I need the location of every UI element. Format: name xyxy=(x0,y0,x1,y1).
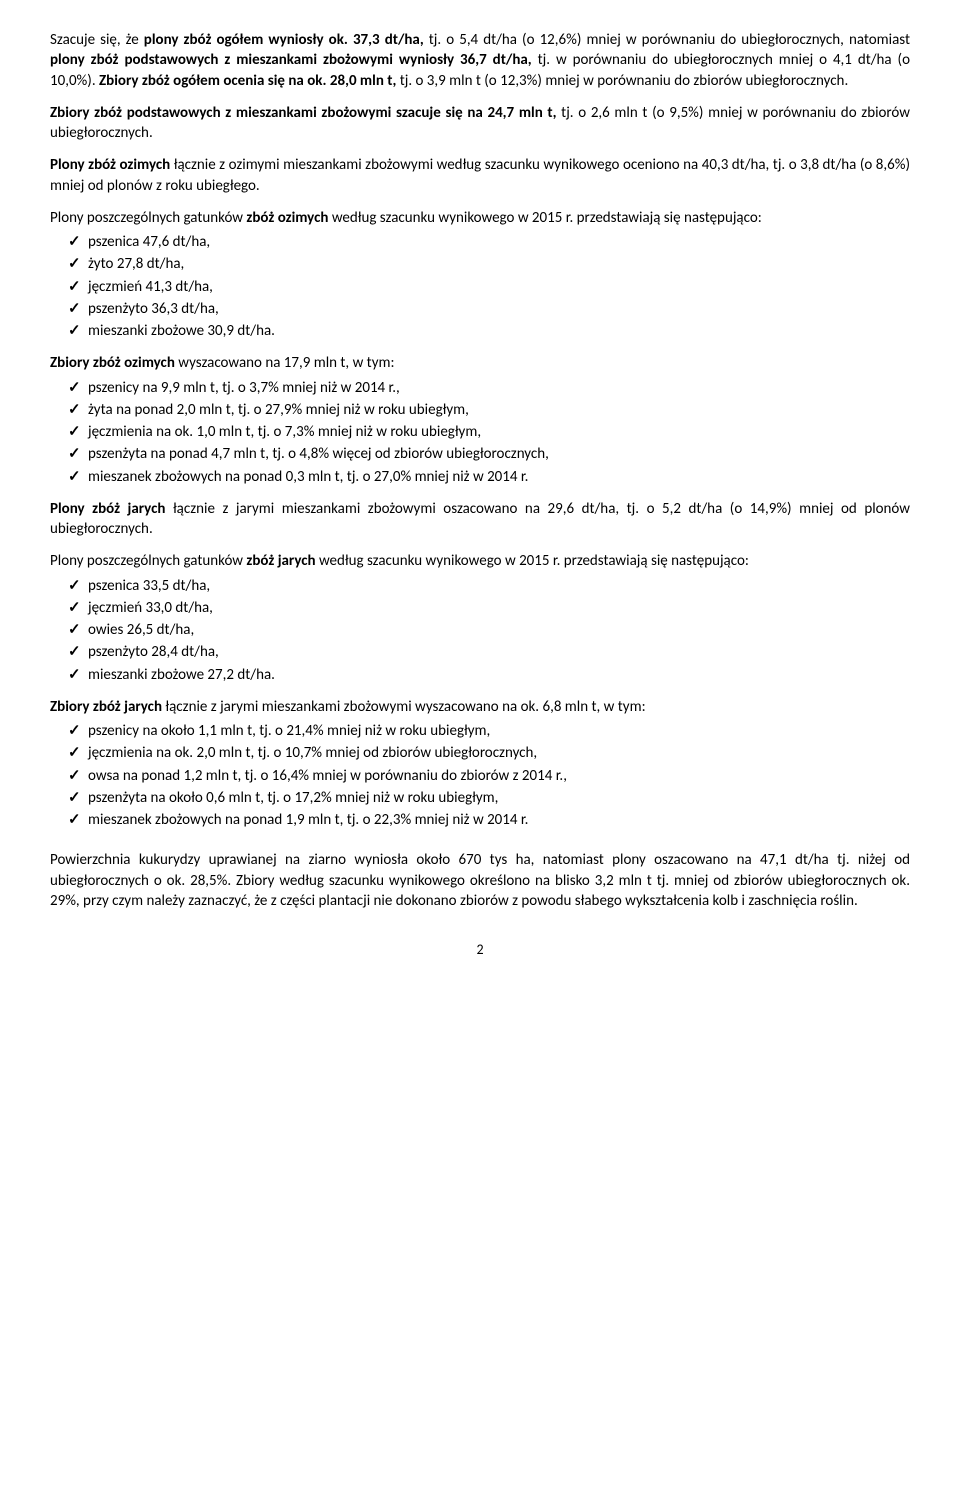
paragraph-6: Plony zbóż jarych łącznie z jarymi miesz… xyxy=(50,499,910,540)
page-number: 2 xyxy=(50,941,910,960)
list-item: pszenżyta na ponad 4,7 mln t, tj. o 4,8%… xyxy=(68,444,910,464)
list-item: pszenżyta na około 0,6 mln t, tj. o 17,2… xyxy=(68,788,910,808)
list-ozime-plony: pszenica 47,6 dt/ha, żyto 27,8 dt/ha, ję… xyxy=(50,232,910,341)
text: łącznie z ozimymi mieszankami zbożowymi … xyxy=(50,156,910,194)
paragraph-3: Plony zbóż ozimych łącznie z ozimymi mie… xyxy=(50,155,910,196)
paragraph-2: Zbiory zbóż podstawowych z mieszankami z… xyxy=(50,103,910,144)
list-item: mieszanek zbożowych na ponad 1,9 mln t, … xyxy=(68,810,910,830)
paragraph-7: Plony poszczególnych gatunków zbóż jaryc… xyxy=(50,551,910,571)
list-item: jęczmień 41,3 dt/ha, xyxy=(68,277,910,297)
bold-text: plony zbóż podstawowych z mieszankami zb… xyxy=(50,51,532,69)
text: łącznie z jarymi mieszankami zbożowymi w… xyxy=(162,698,646,716)
list-jare-plony: pszenica 33,5 dt/ha, jęczmień 33,0 dt/ha… xyxy=(50,576,910,685)
list-item: pszenżyto 36,3 dt/ha, xyxy=(68,299,910,319)
text: według szacunku wynikowego w 2015 r. prz… xyxy=(316,552,749,570)
list-item: mieszanki zbożowe 30,9 dt/ha. xyxy=(68,321,910,341)
list-item: jęczmień 33,0 dt/ha, xyxy=(68,598,910,618)
list-item: pszenżyto 28,4 dt/ha, xyxy=(68,642,910,662)
list-jare-zbiory: pszenicy na około 1,1 mln t, tj. o 21,4%… xyxy=(50,721,910,830)
text: według szacunku wynikowego w 2015 r. prz… xyxy=(328,209,761,227)
paragraph-8: Zbiory zbóż jarych łącznie z jarymi mies… xyxy=(50,697,910,717)
bold-text: Zbiory zbóż ogółem ocenia się na ok. 28,… xyxy=(99,72,396,90)
list-item: jęczmienia na ok. 2,0 mln t, tj. o 10,7%… xyxy=(68,743,910,763)
bold-text: plony zbóż ogółem wyniosły ok. 37,3 dt/h… xyxy=(144,31,424,49)
text: Plony poszczególnych gatunków xyxy=(50,552,246,570)
list-item: owies 26,5 dt/ha, xyxy=(68,620,910,640)
bold-text: Plony zbóż jarych xyxy=(50,500,165,518)
text: wyszacowano na 17,9 mln t, w tym: xyxy=(175,354,395,372)
paragraph-4: Plony poszczególnych gatunków zbóż ozimy… xyxy=(50,208,910,228)
paragraph-1: Szacuje się, że plony zbóż ogółem wynios… xyxy=(50,30,910,91)
list-item: pszenicy na około 1,1 mln t, tj. o 21,4%… xyxy=(68,721,910,741)
list-item: mieszanek zbożowych na ponad 0,3 mln t, … xyxy=(68,467,910,487)
text: tj. o 5,4 dt/ha (o 12,6%) mniej w porówn… xyxy=(424,31,910,49)
paragraph-5: Zbiory zbóż ozimych wyszacowano na 17,9 … xyxy=(50,353,910,373)
bold-text: Plony zbóż ozimych xyxy=(50,156,170,174)
list-item: mieszanki zbożowe 27,2 dt/ha. xyxy=(68,665,910,685)
list-item: pszenica 47,6 dt/ha, xyxy=(68,232,910,252)
text: Plony poszczególnych gatunków xyxy=(50,209,246,227)
list-item: owsa na ponad 1,2 mln t, tj. o 16,4% mni… xyxy=(68,766,910,786)
list-item: żyta na ponad 2,0 mln t, tj. o 27,9% mni… xyxy=(68,400,910,420)
text: tj. o 3,9 mln t (o 12,3%) mniej w porówn… xyxy=(396,72,848,90)
list-ozime-zbiory: pszenicy na 9,9 mln t, tj. o 3,7% mniej … xyxy=(50,378,910,487)
bold-text: Zbiory zbóż ozimych xyxy=(50,354,175,372)
bold-text: Zbiory zbóż jarych xyxy=(50,698,162,716)
list-item: pszenicy na 9,9 mln t, tj. o 3,7% mniej … xyxy=(68,378,910,398)
text: łącznie z jarymi mieszankami zbożowymi o… xyxy=(50,500,910,538)
bold-text: zbóż jarych xyxy=(246,552,315,570)
bold-text: Zbiory zbóż podstawowych z mieszankami z… xyxy=(50,104,557,122)
paragraph-9: Powierzchnia kukurydzy uprawianej na zia… xyxy=(50,850,910,911)
text: Szacuje się, że xyxy=(50,31,144,49)
list-item: żyto 27,8 dt/ha, xyxy=(68,254,910,274)
list-item: pszenica 33,5 dt/ha, xyxy=(68,576,910,596)
list-item: jęczmienia na ok. 1,0 mln t, tj. o 7,3% … xyxy=(68,422,910,442)
bold-text: zbóż ozimych xyxy=(246,209,328,227)
